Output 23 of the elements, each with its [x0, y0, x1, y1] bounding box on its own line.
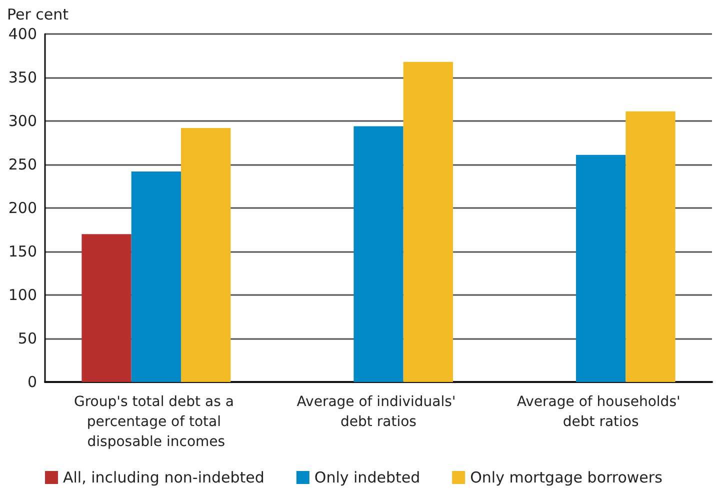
bar	[82, 234, 132, 382]
y-tick-label: 200	[8, 199, 37, 217]
bar	[131, 171, 181, 382]
y-tick-label: 350	[8, 68, 37, 86]
y-tick-label: 50	[18, 330, 37, 348]
legend-label: Only mortgage borrowers	[470, 468, 663, 486]
legend-label: Only indebted	[314, 468, 420, 486]
y-axis-title: Per cent	[7, 6, 69, 24]
x-tick-label: Average of individuals' debt ratios	[296, 394, 460, 430]
y-tick-label: 250	[8, 156, 37, 174]
bar	[576, 154, 626, 382]
x-tick-label: Average of households' debt ratios	[516, 394, 685, 430]
bar	[626, 111, 676, 382]
legend-label: All, including non-indebted	[63, 468, 264, 486]
y-tick-label: 100	[8, 286, 37, 304]
bar	[403, 62, 453, 382]
y-tick-label: 150	[8, 242, 37, 260]
y-tick-label: 0	[27, 373, 37, 391]
y-tick-label: 400	[8, 25, 37, 43]
bar	[354, 126, 404, 382]
y-tick-label: 300	[8, 112, 37, 130]
bar	[180, 128, 231, 382]
x-tick-label: Group's total debt as a percentage of total disposable incomes	[74, 394, 238, 450]
